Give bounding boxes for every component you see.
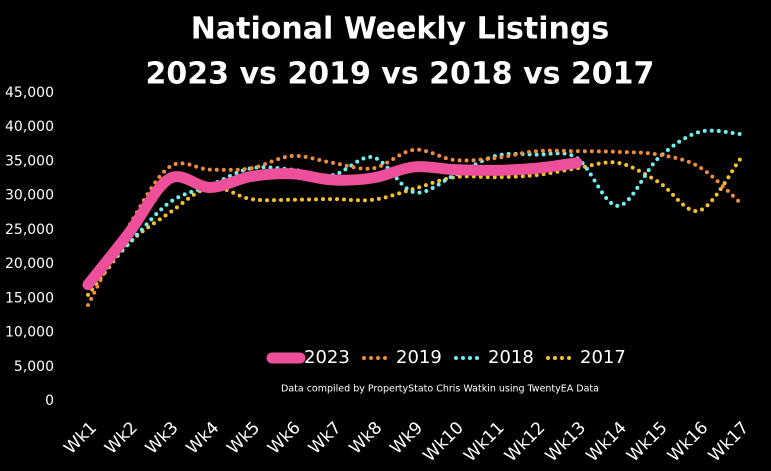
x-tick-label: Wk6 <box>264 418 305 459</box>
legend-label: 2017 <box>580 347 626 368</box>
y-tick-label: 10,000 <box>5 325 54 341</box>
series-line <box>86 157 742 297</box>
y-tick-label: 40,000 <box>5 119 54 135</box>
legend-label: 2019 <box>396 347 442 368</box>
y-tick-label: 45,000 <box>5 85 54 101</box>
y-tick-label: 15,000 <box>5 290 54 306</box>
legend-label: 2018 <box>488 347 534 368</box>
chart-subtitle: 2023 vs 2019 vs 2018 vs 2017 <box>146 57 655 92</box>
x-tick-label: Wk7 <box>305 418 346 459</box>
chart-title: National Weekly Listings <box>191 12 609 47</box>
x-tick-label: Wk10 <box>420 418 468 466</box>
y-tick-label: 30,000 <box>5 188 54 204</box>
series-line <box>82 157 583 291</box>
x-tick-label: Wk16 <box>664 418 712 466</box>
y-tick-label: 35,000 <box>5 153 54 169</box>
x-tick-label: Wk11 <box>460 418 508 466</box>
annotation: Data compiled by PropertyStato Chris Wat… <box>281 384 599 395</box>
x-tick-label: Wk17 <box>705 418 753 466</box>
x-tick-label: Wk2 <box>101 418 142 459</box>
y-tick-label: 0 <box>45 393 54 409</box>
x-tick-label: Wk12 <box>501 418 549 466</box>
x-tick-label: Wk4 <box>183 418 224 459</box>
y-tick-label: 25,000 <box>5 222 54 238</box>
x-tick-label: Wk13 <box>542 418 590 466</box>
x-tick-label: Wk15 <box>623 418 671 466</box>
y-tick-label: 20,000 <box>5 256 54 272</box>
x-tick-label: Wk5 <box>223 418 264 459</box>
x-tick-label: Wk1 <box>60 418 101 459</box>
x-tick-label: Wk3 <box>142 418 183 459</box>
x-tick-label: Wk8 <box>346 418 387 459</box>
legend-label: 2023 <box>304 347 350 368</box>
y-tick-label: 5,000 <box>14 359 54 375</box>
series-line <box>86 147 742 308</box>
x-tick-label: Wk14 <box>583 418 631 466</box>
series-line <box>86 128 742 287</box>
